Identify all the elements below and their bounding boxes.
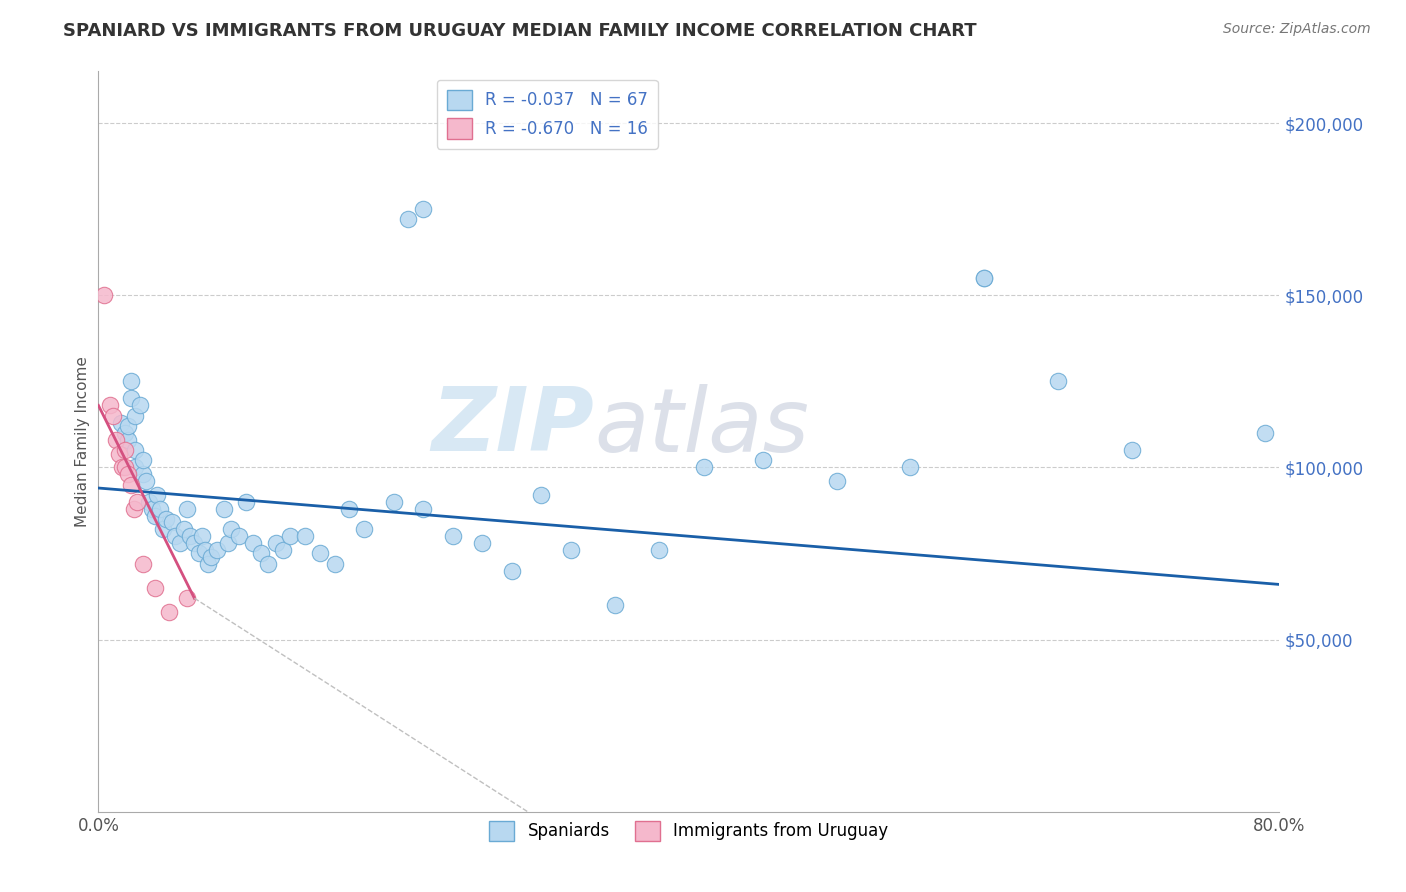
Point <box>900 460 922 475</box>
Point <box>141 501 163 516</box>
Y-axis label: Median Family Income: Median Family Income <box>75 356 90 527</box>
Point <box>152 522 174 536</box>
Point <box>280 529 302 543</box>
Point <box>693 460 716 475</box>
Point <box>264 536 287 550</box>
Point <box>197 557 219 571</box>
Point <box>117 419 139 434</box>
Point <box>752 453 775 467</box>
Point <box>398 212 420 227</box>
Point <box>412 202 434 216</box>
Point <box>309 546 332 560</box>
Point <box>605 598 627 612</box>
Text: atlas: atlas <box>595 384 810 470</box>
Point <box>132 467 155 482</box>
Point <box>194 543 217 558</box>
Point <box>108 447 131 461</box>
Legend: Spaniards, Immigrants from Uruguay: Spaniards, Immigrants from Uruguay <box>482 814 896 847</box>
Point <box>441 529 464 543</box>
Point <box>143 581 166 595</box>
Point <box>173 522 195 536</box>
Point <box>122 501 145 516</box>
Point <box>183 536 205 550</box>
Point <box>162 516 183 530</box>
Point <box>235 495 257 509</box>
Point <box>93 288 115 302</box>
Point <box>169 536 191 550</box>
Point <box>124 409 146 423</box>
Point <box>146 488 169 502</box>
Point <box>648 543 671 558</box>
Point <box>221 522 243 536</box>
Point <box>114 443 136 458</box>
Point <box>825 474 848 488</box>
Point <box>530 488 553 502</box>
Point <box>110 416 132 430</box>
Point <box>135 474 157 488</box>
Point <box>294 529 316 543</box>
Point <box>973 271 995 285</box>
Point <box>125 495 148 509</box>
Point <box>143 508 166 523</box>
Point <box>114 460 136 475</box>
Point <box>120 477 142 491</box>
Point <box>205 543 228 558</box>
Point <box>228 529 250 543</box>
Point <box>187 546 209 560</box>
Point <box>1121 443 1143 458</box>
Point <box>176 591 198 606</box>
Point <box>200 549 222 564</box>
Point <box>179 529 201 543</box>
Point <box>149 501 172 516</box>
Point <box>176 501 198 516</box>
Point <box>165 529 187 543</box>
Point <box>114 425 136 440</box>
Point <box>501 564 523 578</box>
Point <box>471 536 494 550</box>
Point <box>560 543 582 558</box>
Point <box>103 409 125 423</box>
Point <box>128 398 150 412</box>
Point <box>339 501 361 516</box>
Text: SPANIARD VS IMMIGRANTS FROM URUGUAY MEDIAN FAMILY INCOME CORRELATION CHART: SPANIARD VS IMMIGRANTS FROM URUGUAY MEDI… <box>63 22 977 40</box>
Point <box>973 271 995 285</box>
Point <box>120 392 142 406</box>
Point <box>111 460 134 475</box>
Text: ZIP: ZIP <box>432 384 595 470</box>
Point <box>191 529 214 543</box>
Point <box>157 605 180 619</box>
Point <box>250 546 273 560</box>
Point <box>155 512 177 526</box>
Point <box>132 453 155 467</box>
Point <box>1254 425 1277 440</box>
Point <box>98 398 121 412</box>
Point <box>412 501 434 516</box>
Point <box>323 557 346 571</box>
Point <box>124 443 146 458</box>
Point <box>132 557 155 571</box>
Point <box>257 557 280 571</box>
Text: Source: ZipAtlas.com: Source: ZipAtlas.com <box>1223 22 1371 37</box>
Point <box>212 501 235 516</box>
Point <box>382 495 405 509</box>
Point <box>138 495 160 509</box>
Point <box>271 543 294 558</box>
Point <box>242 536 264 550</box>
Point <box>117 433 139 447</box>
Point <box>120 374 142 388</box>
Point <box>217 536 239 550</box>
Point <box>1046 374 1070 388</box>
Point <box>124 460 146 475</box>
Point <box>353 522 375 536</box>
Point <box>117 467 139 482</box>
Point <box>105 433 128 447</box>
